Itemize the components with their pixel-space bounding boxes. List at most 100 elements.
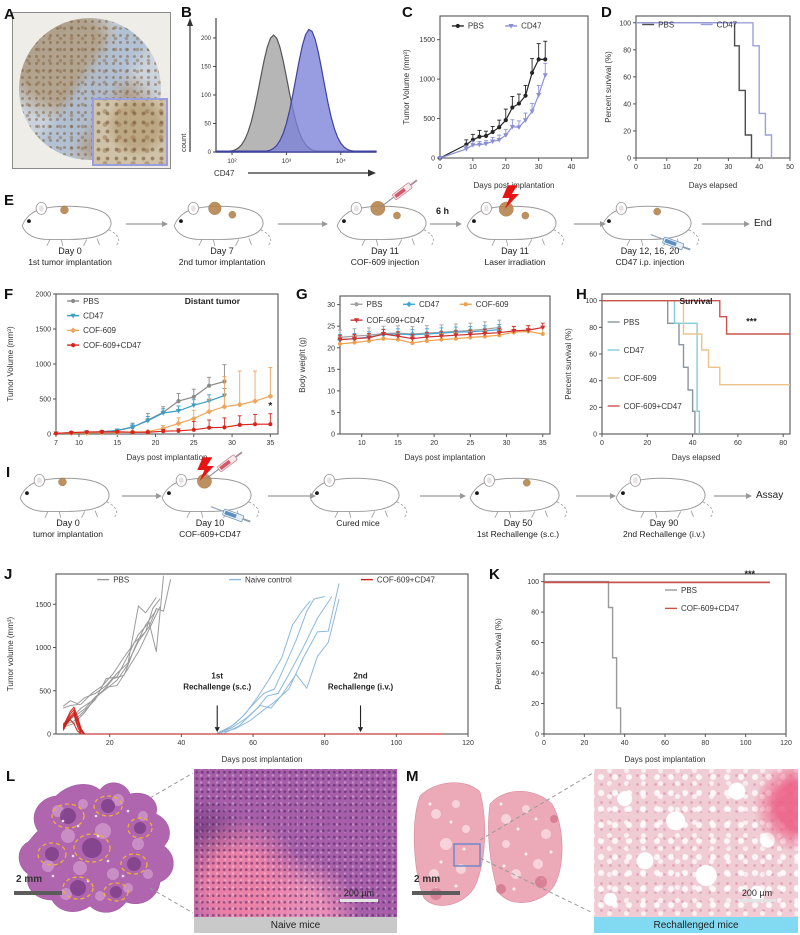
svg-text:30: 30 — [228, 440, 236, 447]
svg-text:35: 35 — [266, 440, 274, 447]
individual-tumor-growth-chart: 20 40 60 80 100 120 0 500 1000 1500 Days post impl… — [2, 564, 488, 766]
timeline-stage-label: Day 50 1st Rechallenge (s.c.) — [476, 518, 560, 539]
svg-text:100: 100 — [585, 298, 597, 305]
svg-text:25: 25 — [327, 324, 335, 331]
svg-text:40: 40 — [531, 671, 539, 678]
svg-text:Percent survival (%): Percent survival (%) — [604, 51, 613, 123]
svg-text:40: 40 — [623, 101, 631, 108]
svg-text:COF-609: COF-609 — [624, 374, 657, 383]
mouse-diagram-stage — [306, 470, 410, 522]
svg-text:CD47: CD47 — [717, 20, 738, 29]
svg-text:1500: 1500 — [35, 602, 51, 609]
svg-text:7: 7 — [54, 440, 58, 447]
svg-text:CD47: CD47 — [521, 22, 542, 31]
svg-text:PBS: PBS — [658, 20, 674, 29]
svg-text:200: 200 — [201, 36, 212, 42]
ihc-inset-magnified — [92, 98, 168, 166]
svg-text:CD47: CD47 — [419, 300, 440, 309]
svg-text:500: 500 — [423, 116, 435, 123]
timeline-arrow — [278, 221, 328, 227]
svg-text:40: 40 — [621, 740, 629, 747]
svg-text:500: 500 — [39, 397, 51, 404]
svg-text:40: 40 — [689, 440, 697, 447]
rechallenge-survival-chart: 0 20 40 60 80 100 120 0 20 40 60 80 100 Days post imp… — [490, 564, 798, 766]
svg-text:60: 60 — [661, 740, 669, 747]
body-weight-chart: 10 15 20 25 30 35 0 5 10 15 20 25 30 Days post implan… — [294, 286, 558, 464]
svg-text:*: * — [268, 401, 272, 412]
svg-text:10⁴: 10⁴ — [336, 158, 346, 165]
svg-text:0: 0 — [331, 432, 335, 439]
svg-text:10: 10 — [358, 440, 366, 447]
timeline-arrow — [430, 221, 462, 227]
survival-four-group-chart: 0 20 40 60 80 0 20 40 60 80 100 Days elapsed Percent… — [560, 286, 798, 464]
svg-text:25: 25 — [190, 440, 198, 447]
svg-text:Days post implantation: Days post implantation — [222, 755, 303, 764]
mouse-diagram-stage — [18, 198, 122, 250]
svg-text:20: 20 — [580, 740, 588, 747]
svg-text:80: 80 — [321, 740, 329, 747]
lung-section-naive-image — [18, 782, 174, 913]
svg-text:120: 120 — [780, 740, 792, 747]
svg-text:10: 10 — [75, 440, 83, 447]
panel-letter-b: B — [181, 4, 192, 21]
panel-letter-d: D — [601, 4, 612, 21]
svg-text:0: 0 — [208, 150, 212, 156]
timeline-arrow — [268, 493, 316, 499]
svg-text:1500: 1500 — [35, 327, 51, 334]
flow-cytometry-cd47-chart: count 0 50 100 150 200 10² 10³ 10⁴ CD47 — [179, 4, 392, 192]
svg-text:0: 0 — [431, 156, 435, 163]
svg-text:120: 120 — [462, 740, 474, 747]
svg-text:Distant tumor: Distant tumor — [185, 296, 241, 306]
timeline-stage-label: Day 12, 16, 20 CD47 i.p. injection — [615, 246, 685, 267]
svg-text:COF-609+CD47: COF-609+CD47 — [624, 402, 683, 411]
svg-text:PBS: PBS — [367, 300, 383, 309]
svg-text:10²: 10² — [227, 158, 237, 165]
six-hour-label: 6 h — [436, 206, 450, 216]
svg-text:10³: 10³ — [282, 158, 292, 165]
svg-text:20: 20 — [502, 164, 510, 171]
svg-text:20: 20 — [152, 440, 160, 447]
svg-text:COF-609+CD47: COF-609+CD47 — [377, 575, 436, 584]
svg-text:Tumor volume (mm³): Tumor volume (mm³) — [6, 616, 15, 691]
svg-text:150: 150 — [201, 64, 212, 70]
panel-letter-j: J — [4, 566, 13, 583]
panel-letter-m: M — [406, 768, 419, 785]
svg-text:10: 10 — [663, 164, 671, 171]
panel-letter-g: G — [296, 286, 308, 303]
svg-text:20: 20 — [430, 440, 438, 447]
svg-text:1000: 1000 — [35, 362, 51, 369]
svg-text:100: 100 — [740, 740, 752, 747]
timeline-arrow — [420, 493, 466, 499]
svg-text:10: 10 — [327, 388, 335, 395]
svg-text:1500: 1500 — [419, 37, 435, 44]
svg-text:35: 35 — [539, 440, 547, 447]
svg-text:0: 0 — [600, 440, 604, 447]
mouse-diagram-stage — [158, 451, 262, 523]
svg-text:60: 60 — [623, 74, 631, 81]
svg-text:40: 40 — [177, 740, 185, 747]
svg-text:20: 20 — [327, 345, 335, 352]
svg-text:***: *** — [744, 569, 755, 579]
svg-text:30: 30 — [535, 164, 543, 171]
mouse-diagram-stage — [598, 198, 702, 251]
svg-text:20: 20 — [623, 128, 631, 135]
svg-text:Naive control: Naive control — [245, 575, 292, 584]
svg-text:1st: 1st — [211, 672, 223, 681]
svg-text:40: 40 — [568, 164, 576, 171]
svg-text:Days post implantation: Days post implantation — [405, 453, 486, 462]
svg-text:50: 50 — [204, 121, 211, 127]
panel-letter-e: E — [4, 192, 15, 209]
svg-text:COF-609: COF-609 — [476, 300, 509, 309]
distant-tumor-volume-chart: 7 10 15 20 25 30 35 0 500 1000 1500 2000 Days post i… — [2, 286, 292, 464]
svg-text:COF-609: COF-609 — [83, 326, 116, 335]
svg-text:Rechallenge (s.c.): Rechallenge (s.c.) — [183, 683, 251, 692]
svg-text:0: 0 — [627, 156, 631, 163]
svg-text:15: 15 — [113, 440, 121, 447]
svg-text:0: 0 — [634, 164, 638, 171]
svg-text:20: 20 — [589, 405, 597, 412]
svg-text:40: 40 — [755, 164, 763, 171]
magnified-region-box — [453, 843, 481, 867]
mouse-diagram-stage — [463, 185, 567, 250]
svg-text:Survival: Survival — [679, 296, 712, 306]
svg-text:Percent survival (%): Percent survival (%) — [564, 328, 573, 400]
